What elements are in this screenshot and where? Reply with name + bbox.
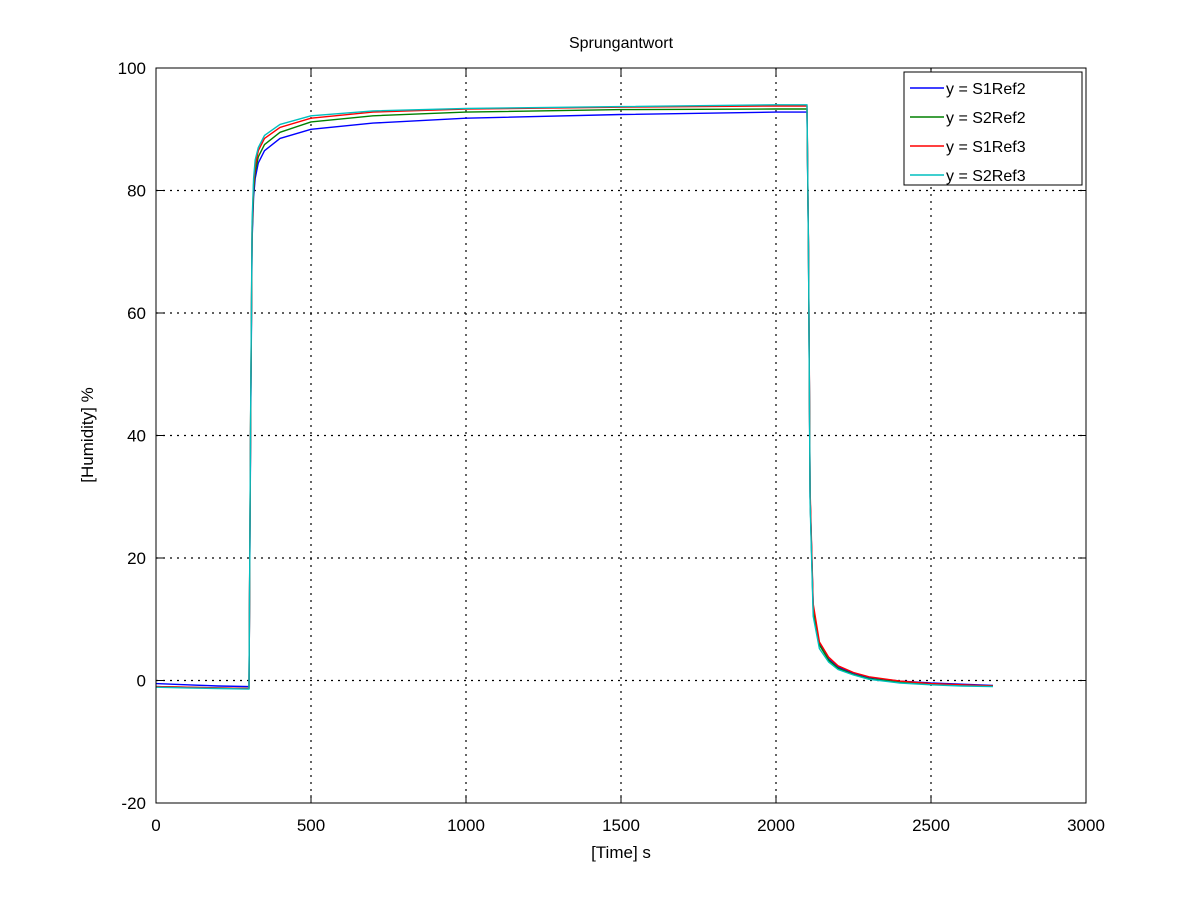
legend: y = S1Ref2 y = S2Ref2 y = S1Ref3 y = S2Ref3 — [903, 71, 1083, 186]
chart-title: Sprungantwort — [569, 35, 674, 52]
x-tick-label-6: 3000 — [1067, 816, 1105, 835]
ticks: 0 500 1000 1500 2000 2500 3000 -20 0 20 40 60 80 100 — [118, 59, 1105, 835]
x-tick-label-3: 1500 — [602, 816, 640, 835]
x-tick-label-5: 2500 — [912, 816, 950, 835]
x-tick-label-0: 0 — [151, 816, 160, 835]
y-tick-label-4: 60 — [127, 304, 146, 323]
legend-label-2: y = S2Ref2 — [946, 110, 1026, 127]
y-tick-label-5: 80 — [127, 182, 146, 201]
y-tick-label-1: 0 — [137, 672, 146, 691]
legend-label-3: y = S1Ref3 — [946, 139, 1026, 156]
x-tick-label-4: 2000 — [757, 816, 795, 835]
y-tick-label-2: 20 — [127, 549, 146, 568]
legend-label-1: y = S1Ref2 — [946, 81, 1026, 98]
x-axis-label: [Time] s — [591, 843, 651, 862]
y-tick-label-0: -20 — [121, 794, 146, 813]
y-tick-label-6: 100 — [118, 59, 146, 78]
series-line-4 — [155, 104, 994, 690]
x-tick-label-2: 1000 — [447, 816, 485, 835]
series-layer — [155, 104, 994, 690]
grid — [156, 68, 1086, 803]
legend-box — [903, 71, 1083, 186]
y-axis-label: [Humidity] % — [78, 387, 97, 482]
legend-label-4: y = S2Ref3 — [946, 168, 1026, 185]
y-tick-label-3: 40 — [127, 427, 146, 446]
x-tick-label-1: 500 — [297, 816, 325, 835]
